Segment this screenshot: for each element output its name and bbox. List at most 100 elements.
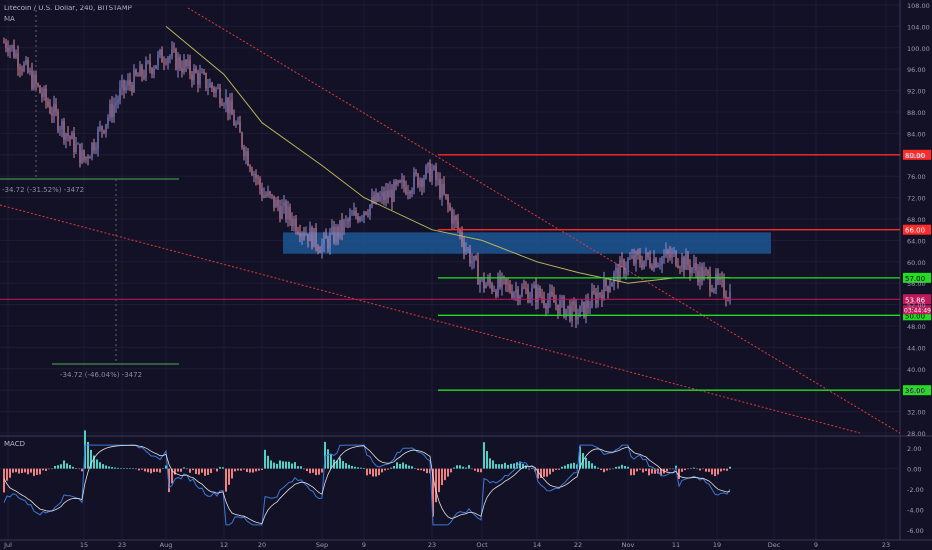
- candle-body: [419, 179, 421, 187]
- macd-histogram-bar: [90, 449, 92, 469]
- candle-body: [349, 215, 351, 222]
- candle-body: [227, 97, 229, 114]
- macd-histogram-bar: [684, 468, 686, 471]
- macd-histogram-bar: [102, 464, 104, 469]
- time-tick-label: 19: [713, 541, 721, 549]
- candle-body: [561, 297, 563, 301]
- macd-histogram-bar: [537, 468, 539, 479]
- candle-body: [145, 61, 147, 78]
- candle-body: [495, 290, 497, 297]
- candle-body: [117, 99, 119, 103]
- macd-histogram-bar: [378, 468, 380, 476]
- candle-body: [395, 181, 397, 185]
- macd-histogram-bar: [387, 468, 389, 470]
- macd-histogram-bar: [588, 461, 590, 469]
- candle-body: [185, 60, 187, 67]
- candle-body: [111, 103, 113, 118]
- candle-body: [479, 279, 481, 285]
- macd-histogram-bar: [420, 468, 422, 471]
- candle-body: [517, 289, 519, 301]
- macd-histogram-bar: [348, 464, 350, 469]
- candle-body: [195, 68, 197, 73]
- candle-body: [513, 292, 515, 298]
- macd-histogram-bar: [345, 463, 347, 469]
- candle-body: [621, 260, 623, 261]
- candle-body: [559, 300, 561, 314]
- macd-histogram-bar: [252, 468, 254, 473]
- macd-histogram-bar: [177, 468, 179, 472]
- macd-histogram-bar: [498, 464, 500, 469]
- candle-body: [373, 196, 375, 203]
- candle-body: [679, 267, 681, 269]
- time-tick-label: 20: [258, 541, 266, 549]
- macd-histogram-bar: [303, 468, 305, 470]
- candle-body: [27, 59, 29, 73]
- time-tick-label: 23: [882, 541, 890, 549]
- candle-body: [369, 204, 371, 215]
- candle-body: [427, 162, 429, 167]
- candle-body: [609, 286, 611, 292]
- time-tick-label: Oct: [476, 541, 488, 549]
- candle-body: [175, 49, 177, 70]
- candle-body: [331, 226, 333, 234]
- candle-body: [509, 284, 511, 292]
- macd-histogram-bar: [426, 468, 428, 474]
- macd-histogram-bar: [93, 455, 95, 469]
- macd-histogram-bar: [42, 468, 44, 471]
- candle-body: [179, 57, 181, 69]
- candle-body: [63, 121, 65, 140]
- candle-body: [407, 191, 409, 194]
- candle-body: [585, 300, 587, 318]
- macd-histogram-bar: [204, 468, 206, 476]
- candle-body: [37, 83, 39, 86]
- candle-body: [57, 111, 59, 131]
- macd-histogram-bar: [306, 468, 308, 472]
- candle-body: [65, 133, 67, 140]
- macd-histogram-bar: [78, 468, 80, 470]
- price-tick-label: 92.00: [907, 88, 926, 96]
- candle-body: [51, 113, 53, 116]
- candle-body: [549, 291, 551, 301]
- candle-body: [193, 68, 195, 81]
- candle-body: [207, 87, 209, 89]
- macd-histogram-bar: [474, 468, 476, 471]
- candle-body: [141, 65, 143, 76]
- macd-histogram-bar: [558, 468, 560, 470]
- candle-body: [455, 215, 457, 221]
- candle-body: [45, 88, 47, 102]
- macd-histogram-bar: [441, 468, 443, 486]
- candle-body: [499, 276, 501, 288]
- price-tick-label: 32.00: [907, 409, 926, 417]
- candle-body: [281, 205, 283, 219]
- candle-body: [409, 191, 411, 194]
- candle-body: [565, 308, 567, 318]
- macd-histogram-bar: [336, 460, 338, 469]
- candle-body: [481, 277, 483, 280]
- candle-body: [253, 173, 255, 176]
- macd-histogram-bar: [681, 468, 683, 472]
- macd-histogram-bar: [531, 468, 533, 469]
- candle-body: [197, 72, 199, 85]
- candle-body: [411, 189, 413, 194]
- macd-histogram-bar: [549, 468, 551, 475]
- candle-body: [387, 190, 389, 198]
- price-tick-label: 68.00: [907, 216, 926, 224]
- macd-histogram-bar: [699, 468, 701, 471]
- macd-histogram-bar: [201, 468, 203, 473]
- level-label-bg: [903, 310, 931, 321]
- candle-body: [431, 169, 433, 182]
- candle-body: [163, 62, 165, 64]
- macd-histogram-bar: [114, 467, 116, 469]
- macd-histogram-bar: [462, 466, 464, 469]
- candle-body: [355, 211, 357, 217]
- candle-body: [161, 49, 163, 63]
- macd-histogram-bar: [354, 466, 356, 469]
- price-tick-label: 64.00: [907, 237, 926, 245]
- macd-histogram-bar: [567, 464, 569, 469]
- candle-body: [17, 53, 19, 68]
- macd-histogram-bar: [552, 468, 554, 472]
- candle-body: [707, 270, 709, 274]
- price-tick-label: 108.00: [907, 2, 930, 10]
- time-tick-label: 15: [80, 541, 88, 549]
